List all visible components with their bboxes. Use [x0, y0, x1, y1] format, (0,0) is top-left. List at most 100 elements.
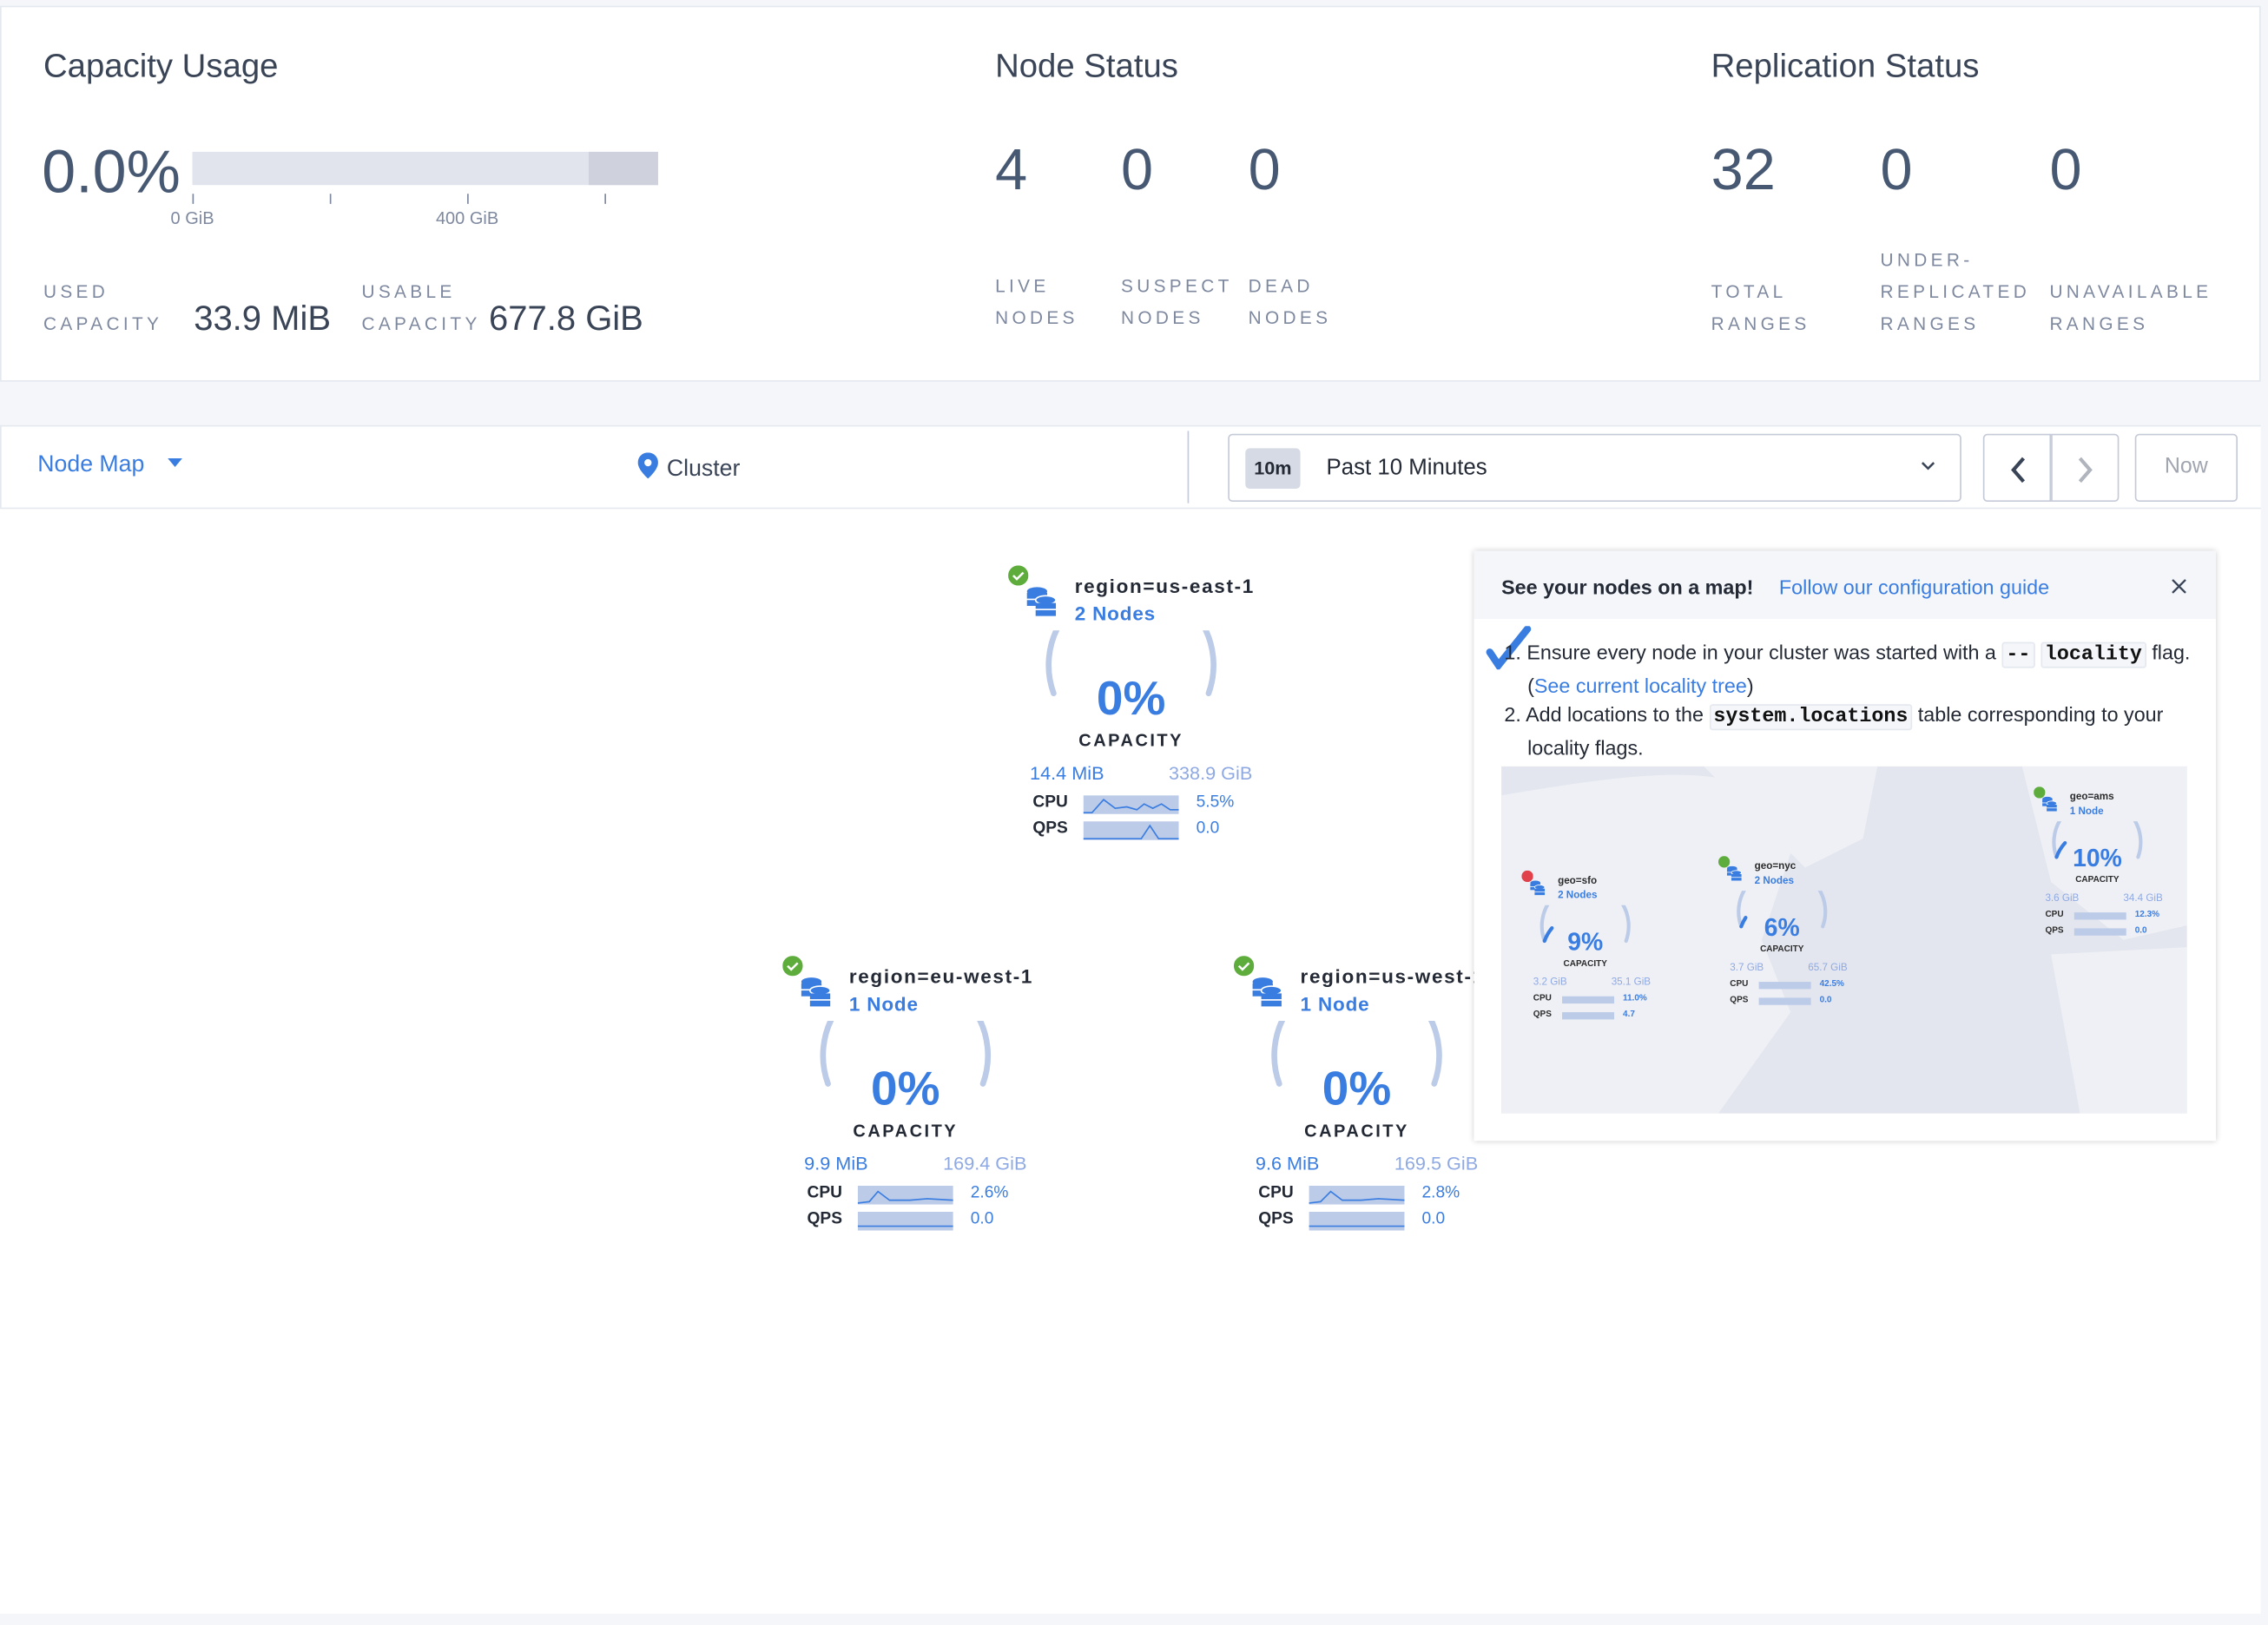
next-button[interactable]: [2051, 433, 2120, 503]
stat-label: REPLICATED: [1880, 281, 2031, 303]
example-cpu: 12.3%: [2134, 911, 2160, 920]
example-name: geo=ams: [2069, 792, 2114, 803]
total-capacity: 169.4 GiB: [943, 1152, 1027, 1174]
example-nodes: 2 Nodes: [1558, 891, 1598, 901]
used-value: 33.9 MiB: [194, 299, 331, 339]
example-cpu-label: CPU: [2045, 911, 2064, 920]
config-guide-link[interactable]: Follow our configuration guide: [1778, 575, 2050, 599]
step-1: 1. Ensure every node in your cluster was…: [1504, 640, 2191, 697]
example-percent: 6%: [1764, 913, 1800, 942]
live-status-icon: [2034, 786, 2046, 799]
divider: [1187, 431, 1190, 503]
node-status-live: 4 LIVE NODES: [995, 139, 1078, 334]
location-pin-icon: [637, 452, 658, 479]
capacity-label: CAPACITY: [853, 1120, 959, 1141]
locality-name: region=eu-west-1: [848, 965, 1034, 988]
close-icon[interactable]: [2171, 578, 2186, 594]
time-label: Past 10 Minutes: [1326, 455, 1487, 481]
locality-tree-link[interactable]: See current locality tree: [1533, 674, 1747, 697]
capacity-title: Capacity Usage: [43, 46, 279, 84]
database-icon: [801, 977, 832, 1007]
qps-label: QPS: [1032, 819, 1068, 838]
time-badge: 10m: [1245, 448, 1301, 490]
example-locality: geo=ams 1 Node 10% CAPACITY 3.6 GiB 34.4…: [2034, 786, 2179, 945]
caret-down-icon: [167, 458, 182, 468]
example-map-image: geo=sfo 2 Nodes 9% CAPACITY 3.2 GiB 35.1…: [1501, 766, 2187, 1114]
example-qps: 0.0: [1819, 996, 1832, 1005]
example-qps: 0.0: [2134, 926, 2147, 936]
stat-label: DEAD: [1248, 276, 1314, 297]
now-button[interactable]: Now: [2134, 433, 2238, 503]
locality-name: region=us-east-1: [1074, 575, 1255, 597]
qps-sparkline: [1083, 821, 1179, 840]
example-locality: geo=nyc 2 Nodes 6% CAPACITY 3.7 GiB 65.7…: [1717, 856, 1863, 1015]
example-qps-label: QPS: [2045, 926, 2064, 936]
example-used: 3.7 GiB: [1730, 963, 1764, 974]
qps-sparkline: [857, 1211, 953, 1231]
cpu-label: CPU: [1032, 793, 1068, 812]
popup-heading: See your nodes on a map!: [1501, 575, 1754, 599]
cpu-sparkline: [1083, 795, 1179, 814]
qps-value: 0.0: [970, 1210, 994, 1228]
cpu-sparkline: [1309, 1185, 1405, 1205]
example-total: 35.1 GiB: [1611, 977, 1652, 988]
chevron-right-icon: [2078, 457, 2093, 484]
example-percent: 10%: [2073, 844, 2122, 872]
example-name: geo=nyc: [1754, 861, 1797, 872]
time-range-select[interactable]: 10m Past 10 Minutes: [1228, 433, 1961, 503]
locality-eu-west-1[interactable]: region=eu-west-1 1 Node 0% CAPACITY 9.9 …: [782, 956, 1274, 1245]
capacity-bar: [192, 151, 658, 186]
locality-node-count: 1 Node: [1300, 993, 1370, 1016]
qps-value: 0.0: [1196, 819, 1220, 838]
qps-value: 0.0: [1421, 1210, 1446, 1228]
database-icon: [2042, 796, 2058, 812]
breadcrumb[interactable]: Cluster: [637, 452, 741, 483]
checkmark-icon: [1486, 626, 1532, 670]
cpu-sparkline: [857, 1185, 953, 1205]
stat-value: 0: [1248, 138, 1281, 203]
locality-us-west-1[interactable]: region=us-west-1 1 Node 0% CAPACITY 9.6 …: [1233, 956, 1725, 1245]
database-icon: [1530, 880, 1546, 896]
example-qps: 4.7: [1623, 1010, 1635, 1020]
chevron-left-icon: [2011, 457, 2026, 484]
locality-node-count: 1 Node: [848, 993, 919, 1016]
cpu-value: 2.8%: [1421, 1184, 1460, 1202]
used-capacity: 9.9 MiB: [804, 1152, 868, 1174]
chevron-down-icon: [1921, 462, 1935, 470]
example-capacity-label: CAPACITY: [2075, 876, 2120, 885]
example-used: 3.2 GiB: [1533, 977, 1567, 988]
node-status-title: Node Status: [995, 46, 1178, 84]
example-cpu-label: CPU: [1533, 995, 1552, 1004]
live-status-icon: [1233, 956, 1255, 977]
map-setup-popup: See your nodes on a map! Follow our conf…: [1474, 550, 2217, 1141]
qps-label: QPS: [1258, 1210, 1294, 1228]
breadcrumb-label: Cluster: [666, 457, 741, 482]
stat-label: RANGES: [1711, 313, 1810, 334]
replication-title: Replication Status: [1711, 46, 1980, 84]
used-capacity: 9.6 MiB: [1255, 1152, 1320, 1174]
cpu-label: CPU: [1258, 1184, 1294, 1202]
stat-label: SUSPECT: [1120, 276, 1233, 297]
qps-sparkline: [1309, 1211, 1405, 1231]
database-icon: [1726, 865, 1743, 881]
capacity-gauge: [820, 1021, 992, 1087]
cpu-value: 5.5%: [1196, 793, 1235, 812]
example-qps-label: QPS: [1730, 996, 1749, 1005]
capacity-label: CAPACITY: [1078, 730, 1183, 751]
locality-us-east-1[interactable]: region=us-east-1 2 Nodes 0% CAPACITY 14.…: [1008, 565, 1500, 854]
live-status-icon: [1008, 565, 1029, 586]
tick-label: 400 GiB: [435, 207, 499, 229]
view-dropdown[interactable]: Node Map: [37, 452, 182, 478]
example-name: geo=sfo: [1558, 876, 1598, 887]
capacity-percent: 0.0%: [42, 137, 181, 206]
locality-node-count: 2 Nodes: [1074, 602, 1157, 625]
capacity-percent: 0%: [871, 1061, 940, 1115]
stat-label: RANGES: [1880, 313, 1980, 334]
capacity-gauge: [1045, 630, 1216, 697]
example-total: 34.4 GiB: [2123, 893, 2163, 905]
database-icon: [1026, 587, 1057, 616]
previous-button[interactable]: [1982, 433, 2052, 503]
example-nodes: 2 Nodes: [1754, 876, 1794, 887]
example-capacity-label: CAPACITY: [1760, 945, 1804, 955]
example-capacity-label: CAPACITY: [1563, 960, 1607, 970]
